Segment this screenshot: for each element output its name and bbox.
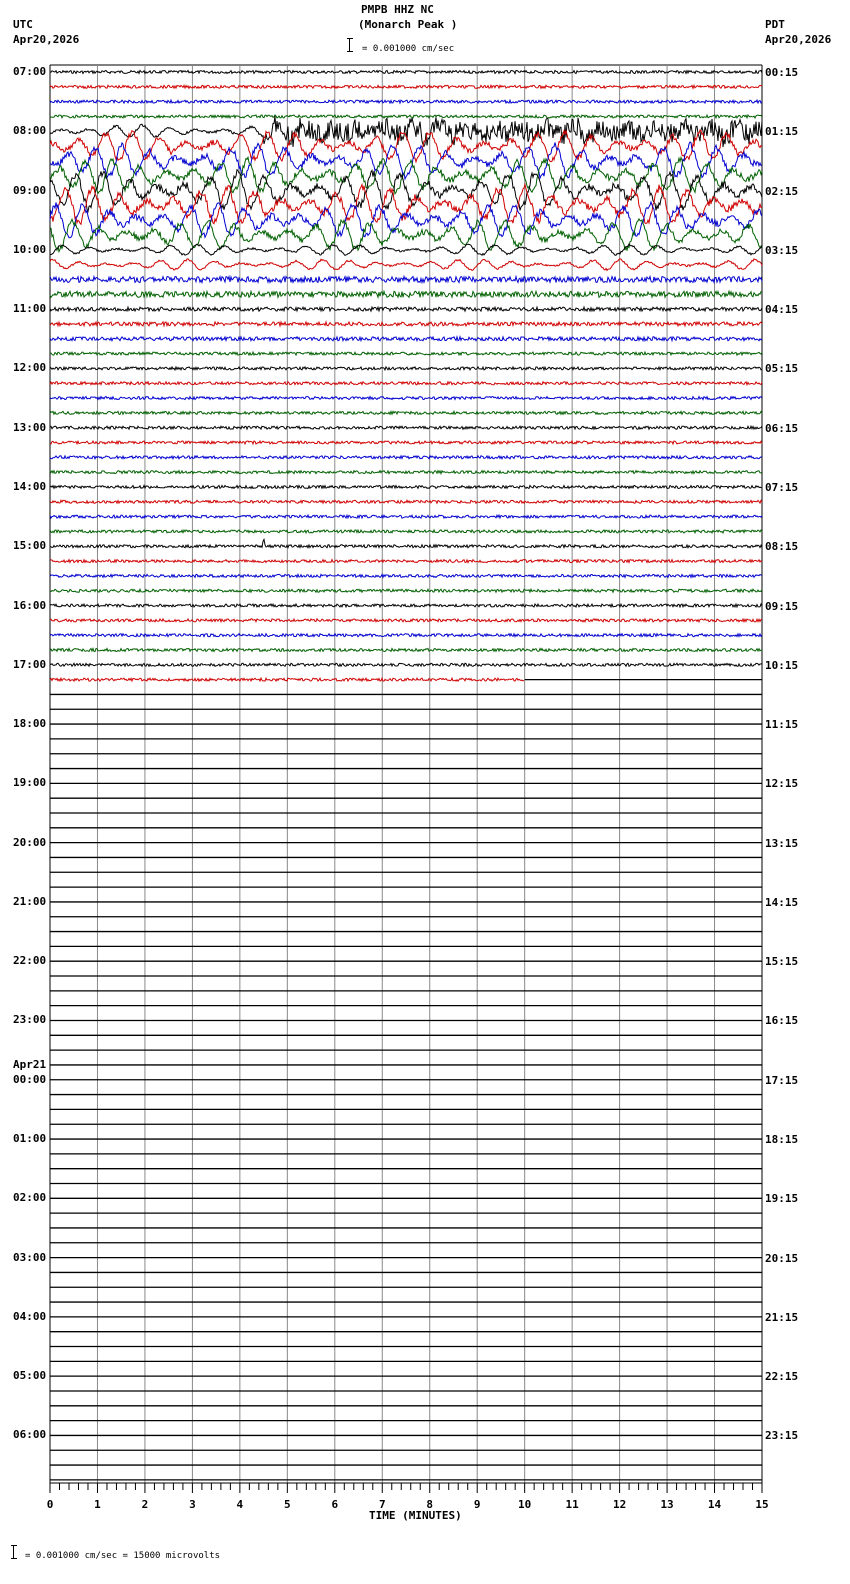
utc-time-label: 16:00: [13, 598, 47, 612]
utc-time-label: 09:00: [13, 183, 47, 197]
pdt-time-label: 23:15: [765, 1429, 799, 1443]
utc-time-label: 08:00: [13, 124, 47, 138]
pdt-time-label: 12:15: [765, 777, 799, 791]
pdt-time-label: 14:15: [765, 895, 799, 909]
x-tick-label: 8: [426, 1498, 434, 1511]
pdt-time-label: 22:15: [765, 1370, 799, 1384]
right-timezone: PDT: [765, 18, 785, 31]
x-tick-label: 12: [612, 1498, 627, 1511]
left-timezone: UTC: [13, 18, 33, 31]
station-title: PMPB HHZ NC: [361, 3, 434, 16]
x-tick-label: 7: [378, 1498, 386, 1511]
pdt-time-label: 08:15: [765, 540, 799, 554]
utc-time-label: 02:00: [13, 1191, 47, 1205]
utc-time-label: 22:00: [13, 954, 47, 968]
utc-time-label: 01:00: [13, 1132, 47, 1146]
utc-time-label: 04:00: [13, 1309, 47, 1323]
x-tick-label: 15: [755, 1498, 769, 1511]
pdt-time-label: 10:15: [765, 658, 799, 672]
utc-time-label: 06:00: [13, 1428, 47, 1442]
pdt-time-label: 13:15: [765, 836, 799, 850]
pdt-time-label: 01:15: [765, 125, 799, 139]
utc-time-label: 13:00: [13, 420, 47, 434]
utc-time-label: 07:00: [13, 65, 47, 78]
station-location: (Monarch Peak ): [358, 18, 458, 31]
x-tick-label: 1: [94, 1498, 101, 1511]
pdt-time-label: 00:15: [765, 66, 799, 79]
utc-time-label: 05:00: [13, 1369, 47, 1383]
pdt-time-label: 02:15: [765, 184, 799, 198]
utc-time-label: 14:00: [13, 479, 47, 493]
footer-scale-text: = 0.001000 cm/sec = 15000 microvolts: [25, 1551, 221, 1561]
pdt-time-label: 15:15: [765, 955, 799, 969]
utc-time-label: 19:00: [13, 776, 47, 790]
utc-time-label: 11:00: [13, 302, 47, 316]
utc-time-label: 17:00: [13, 657, 47, 671]
pdt-time-label: 03:15: [765, 243, 799, 257]
date-label: Apr21: [13, 1057, 47, 1071]
left-date: Apr20,2026: [13, 33, 80, 46]
utc-time-label: 00:00: [13, 1072, 47, 1086]
x-tick-label: 2: [141, 1498, 149, 1511]
pdt-time-label: 18:15: [765, 1133, 799, 1147]
x-tick-label: 11: [565, 1498, 579, 1511]
utc-time-label: 18:00: [13, 717, 47, 731]
x-tick-label: 4: [236, 1498, 244, 1511]
x-tick-label: 14: [707, 1498, 722, 1511]
pdt-time-label: 09:15: [765, 599, 799, 613]
scale-text: = 0.001000 cm/sec: [362, 44, 455, 54]
pdt-time-label: 11:15: [765, 718, 799, 732]
utc-time-label: 10:00: [13, 242, 47, 256]
pdt-time-label: 19:15: [765, 1192, 799, 1206]
x-tick-label: 0: [46, 1498, 54, 1511]
x-tick-label: 5: [284, 1498, 291, 1511]
x-axis-label: TIME (MINUTES): [369, 1509, 462, 1522]
x-tick-label: 6: [331, 1498, 339, 1511]
x-tick-label: 10: [518, 1498, 532, 1511]
right-date: Apr20,2026: [765, 33, 832, 46]
scale-bar-icon: [347, 38, 355, 52]
pdt-time-label: 07:15: [765, 480, 799, 494]
x-tick-label: 13: [660, 1498, 674, 1511]
pdt-time-label: 04:15: [765, 303, 799, 317]
pdt-time-label: 20:15: [765, 1251, 799, 1265]
x-tick-label: 9: [473, 1498, 481, 1511]
utc-time-label: 23:00: [13, 1013, 47, 1027]
x-tick-label: 3: [189, 1498, 196, 1511]
pdt-time-label: 17:15: [765, 1073, 799, 1087]
footer-scale-icon: [11, 1545, 19, 1559]
pdt-time-label: 21:15: [765, 1310, 799, 1324]
pdt-time-label: 05:15: [765, 362, 799, 376]
utc-time-label: 21:00: [13, 894, 47, 908]
pdt-time-label: 06:15: [765, 421, 799, 435]
utc-time-label: 03:00: [13, 1250, 47, 1264]
utc-time-label: 20:00: [13, 835, 47, 849]
utc-time-label: 15:00: [13, 539, 47, 553]
utc-time-label: 12:00: [13, 361, 47, 375]
pdt-time-label: 16:15: [765, 1014, 799, 1028]
